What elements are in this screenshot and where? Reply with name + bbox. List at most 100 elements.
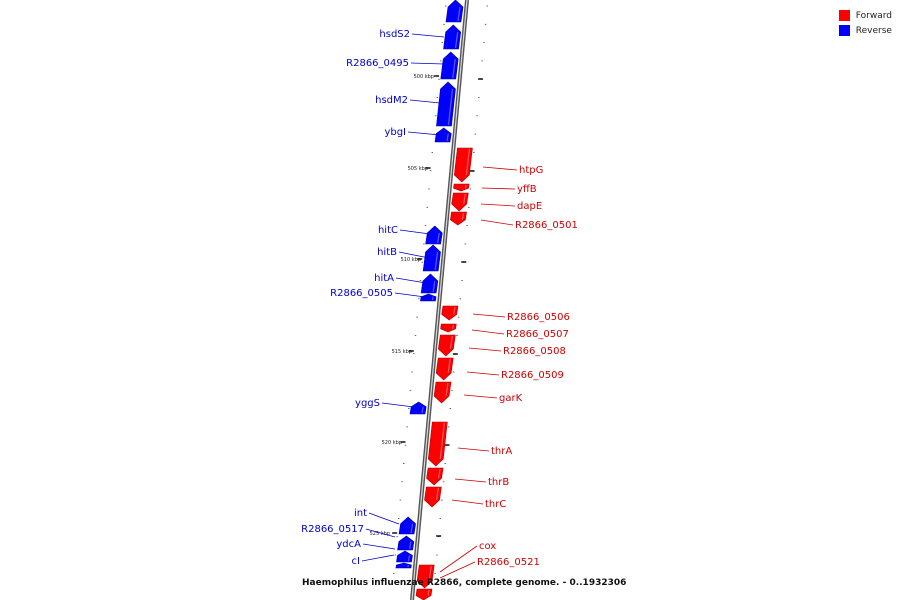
gene-arrow-hsdM2[interactable] [436,81,456,127]
gene-label-hitB[interactable]: hitB [377,247,397,258]
legend-forward: Forward [838,8,892,23]
gene-arrow-highlight [451,324,454,329]
tick-label-500kbp: 500 kbp [414,74,434,80]
gene-label-hsdS2[interactable]: hsdS2 [379,29,410,40]
gene-label-htpG[interactable]: htpG [519,165,543,176]
gene-arrow-cI[interactable] [395,562,412,569]
leader-line-yggS [381,402,415,408]
gene-label-r2866-0505[interactable]: R2866_0505 [330,288,393,299]
gene-arrow-int[interactable] [398,516,416,535]
gene-arrow-hitC[interactable] [425,225,443,245]
leader-line-thrA [457,447,490,452]
gene-arrow-highlight [435,487,439,501]
gene-arrow-cox[interactable] [416,564,435,589]
gene-label-cox[interactable]: cox [479,541,496,552]
gene-arrow-hitB[interactable] [422,244,441,272]
leader-line-r2866-0517 [365,528,396,538]
gene-arrow-ybgI[interactable] [434,127,452,143]
gene-label-r2866-0521[interactable]: R2866_0521 [477,557,540,568]
gene-label-thrC[interactable]: thrC [485,499,506,510]
gene-label-r2866-0495[interactable]: R2866_0495 [346,58,409,69]
gene-label-yggS[interactable]: yggS [355,398,380,409]
leader-line-yffB [481,187,516,190]
leader-line-hitC [399,229,431,235]
gene-arrow-thrB[interactable] [426,467,444,486]
gene-arrow-highlight [439,422,445,460]
major-ticks: 500 kbp 505 kbp 510 kbp 515 kbp 520 kbp … [370,74,484,537]
leader-line-cox [439,545,478,573]
gene-arrow-highlight [447,358,451,374]
leader-line-r2866-0505 [394,292,426,298]
gene-arrow-highlight [431,296,434,301]
gene-arrow-garK[interactable] [433,381,452,404]
legend-forward-swatch [838,10,850,21]
gene-arrow-dapE[interactable] [451,192,469,212]
gene-arrow-highlight [465,148,471,176]
gene-label-r2866-0507[interactable]: R2866_0507 [506,329,569,340]
gene-arrow-htpG[interactable] [454,147,473,183]
minor-ticks [392,5,488,574]
gene-arrow-r2866-0507[interactable] [440,323,457,333]
gene-arrow-r2866-0517[interactable] [397,535,415,551]
gene-label-ybgI[interactable]: ybgI [384,127,406,138]
gene-arrow-hitA[interactable] [420,273,439,294]
gene-arrow-r2866-0508[interactable] [438,334,456,357]
gene-arrow-r2866-0506[interactable] [441,305,459,321]
gene-label-r2866-0508[interactable]: R2866_0508 [503,346,566,357]
leader-line-r2866-0509 [466,371,500,376]
gene-arrow-r2866-0495[interactable] [440,51,459,80]
tick-label-510kbp: 510 kbp [401,257,421,263]
gene-labels: hsdS2 R2866_0495 hsdM2 ybgI hitC hitB hi… [301,29,578,579]
gene-arrow-ydcA[interactable] [396,550,413,563]
gene-label-garK[interactable]: garK [499,393,523,404]
gene-arrow-r2866-0509[interactable] [435,357,454,381]
gene-label-cI[interactable]: cI [352,556,360,567]
gene-label-int[interactable]: int [354,508,367,519]
gene-arrow-r2866-0521[interactable] [415,588,433,600]
leader-line-r2866-0521 [439,561,476,579]
gene-arrow-highlight [457,6,461,22]
leader-line-hitB [398,251,430,259]
gene-arrow-highlight [453,306,456,315]
gene-arrow-thrA[interactable] [427,421,448,467]
gene-label-thrB[interactable]: thrB [488,477,509,488]
leader-line-r2866-0507 [471,329,505,335]
genome-axis [410,0,469,600]
gene-label-hitC[interactable]: hitC [378,225,398,236]
gene-arrow-highlight [446,133,449,142]
tick-label-520kbp: 520 kbp [382,440,402,446]
legend-forward-label: Forward [855,10,892,21]
gene-label-dapE[interactable]: dapE [517,201,542,212]
tick-label-505kbp: 505 kbp [408,166,428,172]
gene-label-thrA[interactable]: thrA [491,446,512,457]
gene-arrow-highlight [407,555,411,562]
gene-arrow-highlight [461,212,465,220]
gene-arrow-highlight [449,335,453,350]
leader-line-r2866-0495 [410,62,445,65]
gene-arrow-r2866-0505[interactable] [420,293,437,302]
gene-arrow-highlight [437,468,441,479]
gene-label-hsdM2[interactable]: hsdM2 [375,95,408,106]
gene-label-r2866-0517[interactable]: R2866_0517 [301,524,364,535]
leader-line-hsdM2 [409,99,441,104]
tick-label-515kbp: 515 kbp [392,349,412,355]
gene-arrow-thrC[interactable] [424,486,442,508]
gene-arrow-highlight [452,58,456,79]
gene-arrow-yffB[interactable] [453,183,470,192]
gene-arrow-r2866-0501[interactable] [450,211,467,226]
gene-arrow-yggS[interactable] [409,401,427,415]
leader-line-thrC [451,499,484,505]
gene-arrow-hsdS2[interactable] [443,24,462,50]
gene-label-r2866-0506[interactable]: R2866_0506 [507,312,570,323]
gene-arrow-highlight [447,88,454,126]
gene-arrow-highlight [454,31,459,49]
gene-label-r2866-0509[interactable]: R2866_0509 [501,370,564,381]
gene-label-yffB[interactable]: yffB [517,184,537,195]
gene-arrow-hsdS2-upstream[interactable] [445,0,464,23]
leader-line-hsdS2 [411,33,445,38]
gene-label-hitA[interactable]: hitA [374,273,394,284]
gene-label-ydcA[interactable]: ydcA [336,539,361,550]
gene-label-r2866-0501[interactable]: R2866_0501 [515,220,578,231]
